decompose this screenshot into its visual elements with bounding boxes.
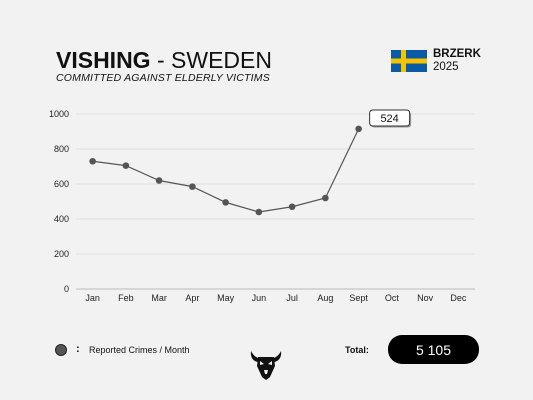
chart-title: VISHING - SWEDEN	[56, 47, 272, 73]
annotation-label: 524	[380, 113, 398, 125]
x-tick-label: Feb	[118, 293, 134, 303]
total-label: Total:	[345, 345, 369, 355]
title-bold: VISHING	[56, 47, 151, 73]
data-point	[322, 194, 329, 202]
data-point	[255, 208, 263, 216]
y-tick-label: 0	[64, 284, 69, 294]
x-tick-label: May	[217, 293, 235, 303]
x-tick-label: Aug	[317, 293, 333, 303]
x-tick-label: Mar	[151, 293, 167, 303]
data-point	[89, 157, 96, 165]
x-tick-label: Jul	[286, 293, 298, 303]
brand-name: BRZERK	[433, 48, 481, 60]
line-chart: 0 200 400 600 800 1000 Jan Feb Mar Apr May Jun Jul Au…	[49, 109, 475, 303]
data-point	[222, 199, 229, 206]
data-point	[288, 203, 296, 211]
y-tick-label: 200	[54, 249, 69, 259]
legend-marker	[55, 344, 67, 356]
data-point	[155, 177, 163, 184]
legend-colon: :	[76, 343, 80, 355]
x-tick-label: Dec	[450, 293, 467, 303]
x-tick-label: Nov	[417, 293, 434, 303]
y-tick-label: 800	[54, 144, 69, 154]
data-point	[189, 183, 196, 190]
legend-label: Reported Crimes / Month	[89, 345, 190, 355]
y-tick-label: 400	[54, 214, 69, 224]
x-tick-label: Jan	[85, 293, 100, 303]
total-value: 5 105	[388, 335, 479, 364]
brand-year: 2025	[433, 61, 459, 73]
bull-head-icon	[250, 351, 282, 380]
annotation-box	[369, 109, 411, 127]
x-tick-label: Jun	[252, 293, 267, 303]
data-point	[355, 125, 362, 133]
y-tick-label: 600	[54, 179, 69, 189]
chart-subtitle: COMMITTED AGAINST ELDERLY VICTIMS	[56, 72, 270, 84]
sweden-flag-icon	[391, 50, 427, 72]
x-tick-label: Sept	[349, 293, 368, 303]
data-point	[122, 162, 130, 169]
y-tick-label: 1000	[49, 109, 69, 119]
title-rest: - SWEDEN	[156, 47, 272, 73]
x-tick-label: Apr	[185, 293, 199, 303]
x-tick-label: Oct	[385, 293, 400, 303]
